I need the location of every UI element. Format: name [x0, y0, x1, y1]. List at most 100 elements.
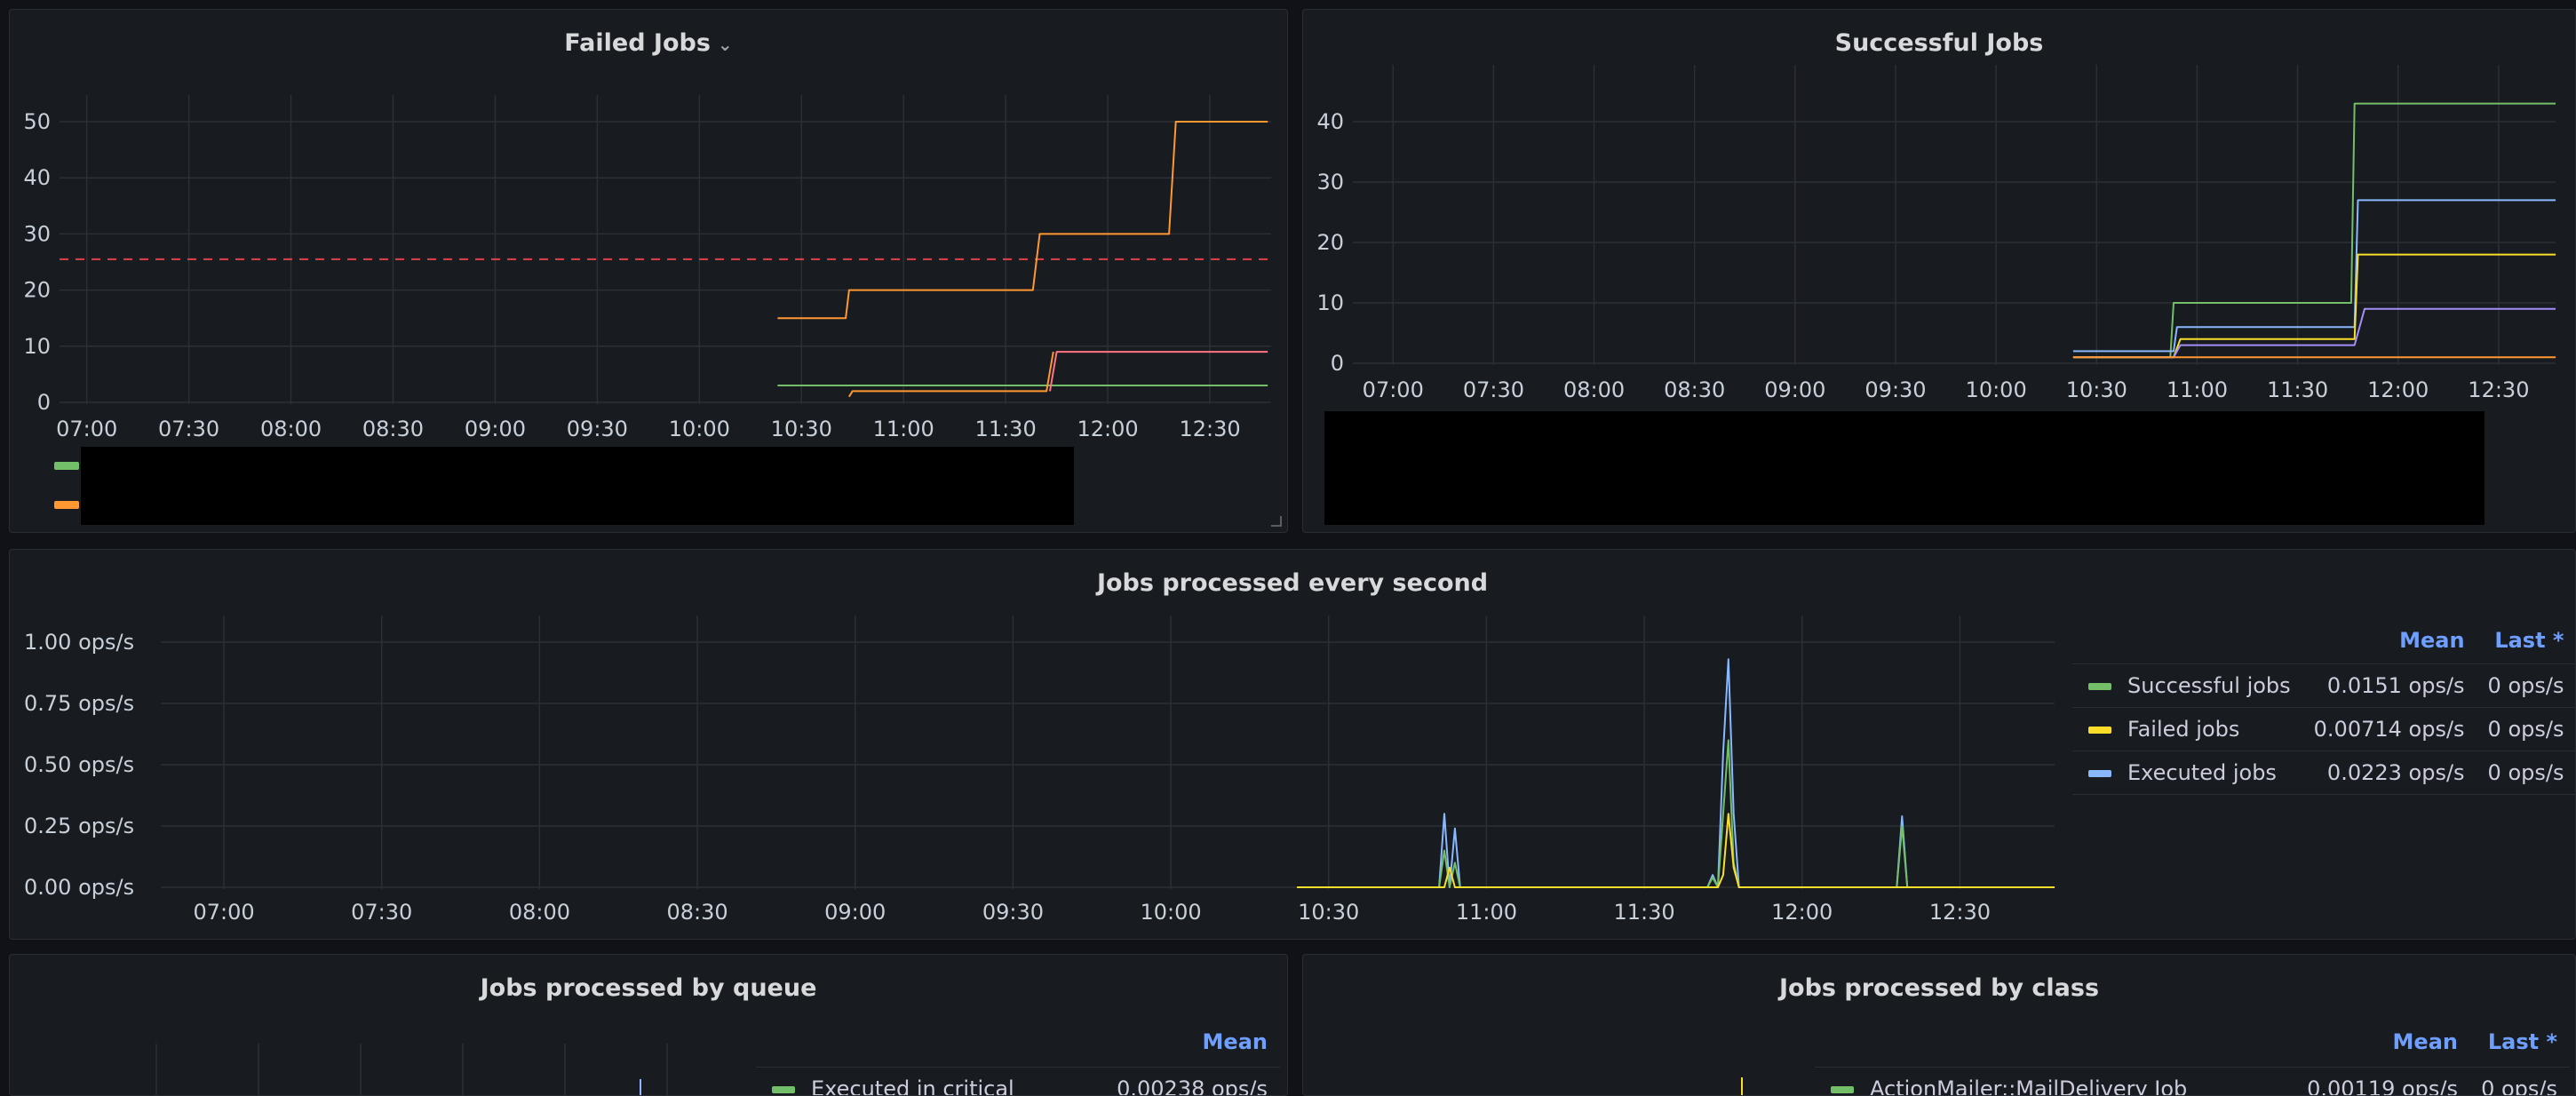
x-tick-label: 10:30: [2066, 377, 2127, 402]
series-line: [2072, 307, 2556, 359]
x-tick-label: 07:30: [158, 417, 219, 441]
y-tick-label: 0.25 ops/s: [24, 814, 134, 838]
series-line: [1297, 658, 2055, 888]
x-tick-label: 10:30: [1298, 900, 1359, 925]
legend-header-mean[interactable]: Mean: [2399, 628, 2465, 653]
y-tick-label: 0.50 ops/s: [24, 752, 134, 777]
legend-mean-value: 0.00238 ops/s: [1117, 1076, 1268, 1096]
series-line: [1297, 813, 2055, 888]
x-tick-label: 11:00: [2167, 377, 2228, 402]
successful-jobs-chart: 0 10 20 30 40 07:00 07:30 08:00 08:30 09:00 09:30 1…: [1316, 65, 2556, 402]
x-tick-label: 09:00: [824, 900, 886, 925]
x-tick-label: 09:30: [567, 417, 628, 441]
jobs-by-class-chart-grid: [1741, 1077, 1743, 1095]
x-tick-label: 11:00: [1456, 900, 1517, 925]
legend-header-last[interactable]: Last *: [2487, 1029, 2557, 1054]
y-tick-label: 30: [1316, 170, 1344, 195]
legend-swatch-orange: [54, 501, 79, 509]
legend-row[interactable]: Executed jobs 0.0223 ops/s 0 ops/s: [2072, 751, 2575, 795]
legend-header-mean[interactable]: Mean: [1202, 1029, 1268, 1054]
x-tick-label: 11:30: [1613, 900, 1674, 925]
x-tick-label: 08:00: [509, 900, 570, 925]
x-tick-label: 09:30: [1864, 377, 1926, 402]
x-tick-label: 07:30: [351, 900, 412, 925]
successful-jobs-panel[interactable]: Successful Jobs 0 10 20 30 40 07:00 07:30 08:00…: [1302, 9, 2576, 533]
redacted-legend: [81, 447, 1074, 525]
jobs-per-second-chart: 0.00 ops/s 0.25 ops/s 0.50 ops/s 0.75 ops/s…: [24, 616, 2055, 925]
y-tick-label: 10: [1316, 290, 1344, 315]
jobs-by-queue-chart-grid: [155, 1044, 668, 1095]
x-tick-label: 12:00: [1077, 417, 1139, 441]
legend-swatch: [2088, 770, 2111, 777]
series-line: [777, 121, 1268, 320]
y-tick-label: 1.00 ops/s: [24, 630, 134, 655]
x-tick-label: 09:30: [982, 900, 1044, 925]
x-tick-label: 08:00: [1563, 377, 1625, 402]
x-tick-label: 11:30: [975, 417, 1037, 441]
x-tick-label: 09:00: [465, 417, 526, 441]
legend-last-value: 0 ops/s: [2464, 751, 2575, 795]
jobs-by-queue-title[interactable]: Jobs processed by queue: [480, 974, 817, 1002]
legend-row[interactable]: Successful jobs 0.0151 ops/s 0 ops/s: [2072, 663, 2575, 708]
series-line: [2072, 102, 2556, 359]
legend-mean-value: 0.0223 ops/s: [2290, 751, 2465, 795]
x-tick-label: 12:30: [1179, 417, 1240, 441]
x-tick-label: 11:00: [873, 417, 934, 441]
series-line: [1297, 739, 2055, 888]
jobs-per-second-legend: Mean Last * Successful jobs 0.0151 ops/s…: [2072, 628, 2575, 795]
legend-swatch: [2088, 727, 2111, 734]
x-tick-label: 10:00: [669, 417, 730, 441]
legend-row[interactable]: Executed in critical 0.00238 ops/s: [756, 1067, 1280, 1096]
x-tick-label: 08:30: [362, 417, 424, 441]
x-tick-label: 12:00: [1771, 900, 1833, 925]
x-tick-label: 09:00: [1764, 377, 1825, 402]
legend-series-name: ActionMailer::MailDelivery Job: [1870, 1076, 2188, 1096]
x-tick-label: 12:30: [2468, 377, 2529, 402]
legend-header-mean[interactable]: Mean: [2392, 1029, 2458, 1054]
legend-header-last[interactable]: Last *: [2494, 628, 2564, 653]
jobs-per-second-title[interactable]: Jobs processed every second: [1096, 569, 1489, 597]
x-tick-label: 07:00: [56, 417, 117, 441]
y-tick-label: 0.00 ops/s: [24, 875, 134, 900]
y-tick-label: 10: [23, 334, 51, 359]
chevron-down-icon[interactable]: ⌄: [717, 34, 733, 55]
x-tick-label: 07:00: [193, 900, 254, 925]
series-line: [2072, 253, 2556, 359]
y-tick-label: 0.75 ops/s: [24, 691, 134, 716]
y-tick-label: 0: [1331, 351, 1344, 376]
series-line: [1049, 351, 1268, 392]
x-tick-label: 07:00: [1363, 377, 1424, 402]
legend-last-value: 0 ops/s: [2464, 707, 2575, 751]
legend-swatch: [772, 1086, 795, 1093]
x-tick-label: 10:30: [771, 417, 832, 441]
y-tick-label: 20: [1316, 230, 1344, 255]
x-tick-label: 08:30: [1664, 377, 1725, 402]
jobs-by-class-panel[interactable]: Jobs processed by class Mean Last * Acti…: [1302, 954, 2576, 1096]
failed-jobs-title[interactable]: Failed Jobs ⌄: [10, 29, 1287, 57]
jobs-by-class-title[interactable]: Jobs processed by class: [1778, 974, 2100, 1002]
y-tick-label: 0: [37, 390, 51, 415]
jobs-by-queue-panel[interactable]: Jobs processed by queue Mean Executed in…: [9, 954, 1288, 1096]
legend-series-name: Executed in critical: [811, 1076, 1014, 1096]
legend-mean-value: 0.00714 ops/s: [2290, 707, 2465, 751]
legend-swatch-green: [54, 462, 79, 470]
successful-jobs-title[interactable]: Successful Jobs: [1834, 29, 2044, 57]
failed-jobs-panel[interactable]: Failed Jobs ⌄ 0 10 20 30 40 50 07:00 07:30 08:00 0…: [9, 9, 1288, 533]
x-tick-label: 08:00: [260, 417, 322, 441]
jobs-per-second-panel[interactable]: Jobs processed every second 0.00 ops/s 0.…: [9, 549, 2576, 940]
x-tick-label: 12:30: [1929, 900, 1991, 925]
legend-row[interactable]: ActionMailer::MailDelivery Job 0.00119 o…: [1815, 1067, 2570, 1096]
redacted-legend: [1324, 411, 2485, 525]
x-tick-label: 08:30: [666, 900, 727, 925]
series-line: [2072, 199, 2556, 353]
legend-row[interactable]: Failed jobs 0.00714 ops/s 0 ops/s: [2072, 707, 2575, 751]
y-tick-label: 30: [23, 221, 51, 246]
panel-title-text: Failed Jobs: [564, 29, 711, 57]
y-tick-label: 20: [23, 278, 51, 303]
x-tick-label: 11:30: [2267, 377, 2328, 402]
legend-series-name: Successful jobs: [2127, 673, 2291, 698]
resize-handle[interactable]: [1271, 516, 1282, 527]
x-tick-label: 10:00: [1140, 900, 1201, 925]
y-tick-label: 40: [23, 165, 51, 190]
legend-mean-value: 0.00119 ops/s: [2307, 1076, 2458, 1096]
